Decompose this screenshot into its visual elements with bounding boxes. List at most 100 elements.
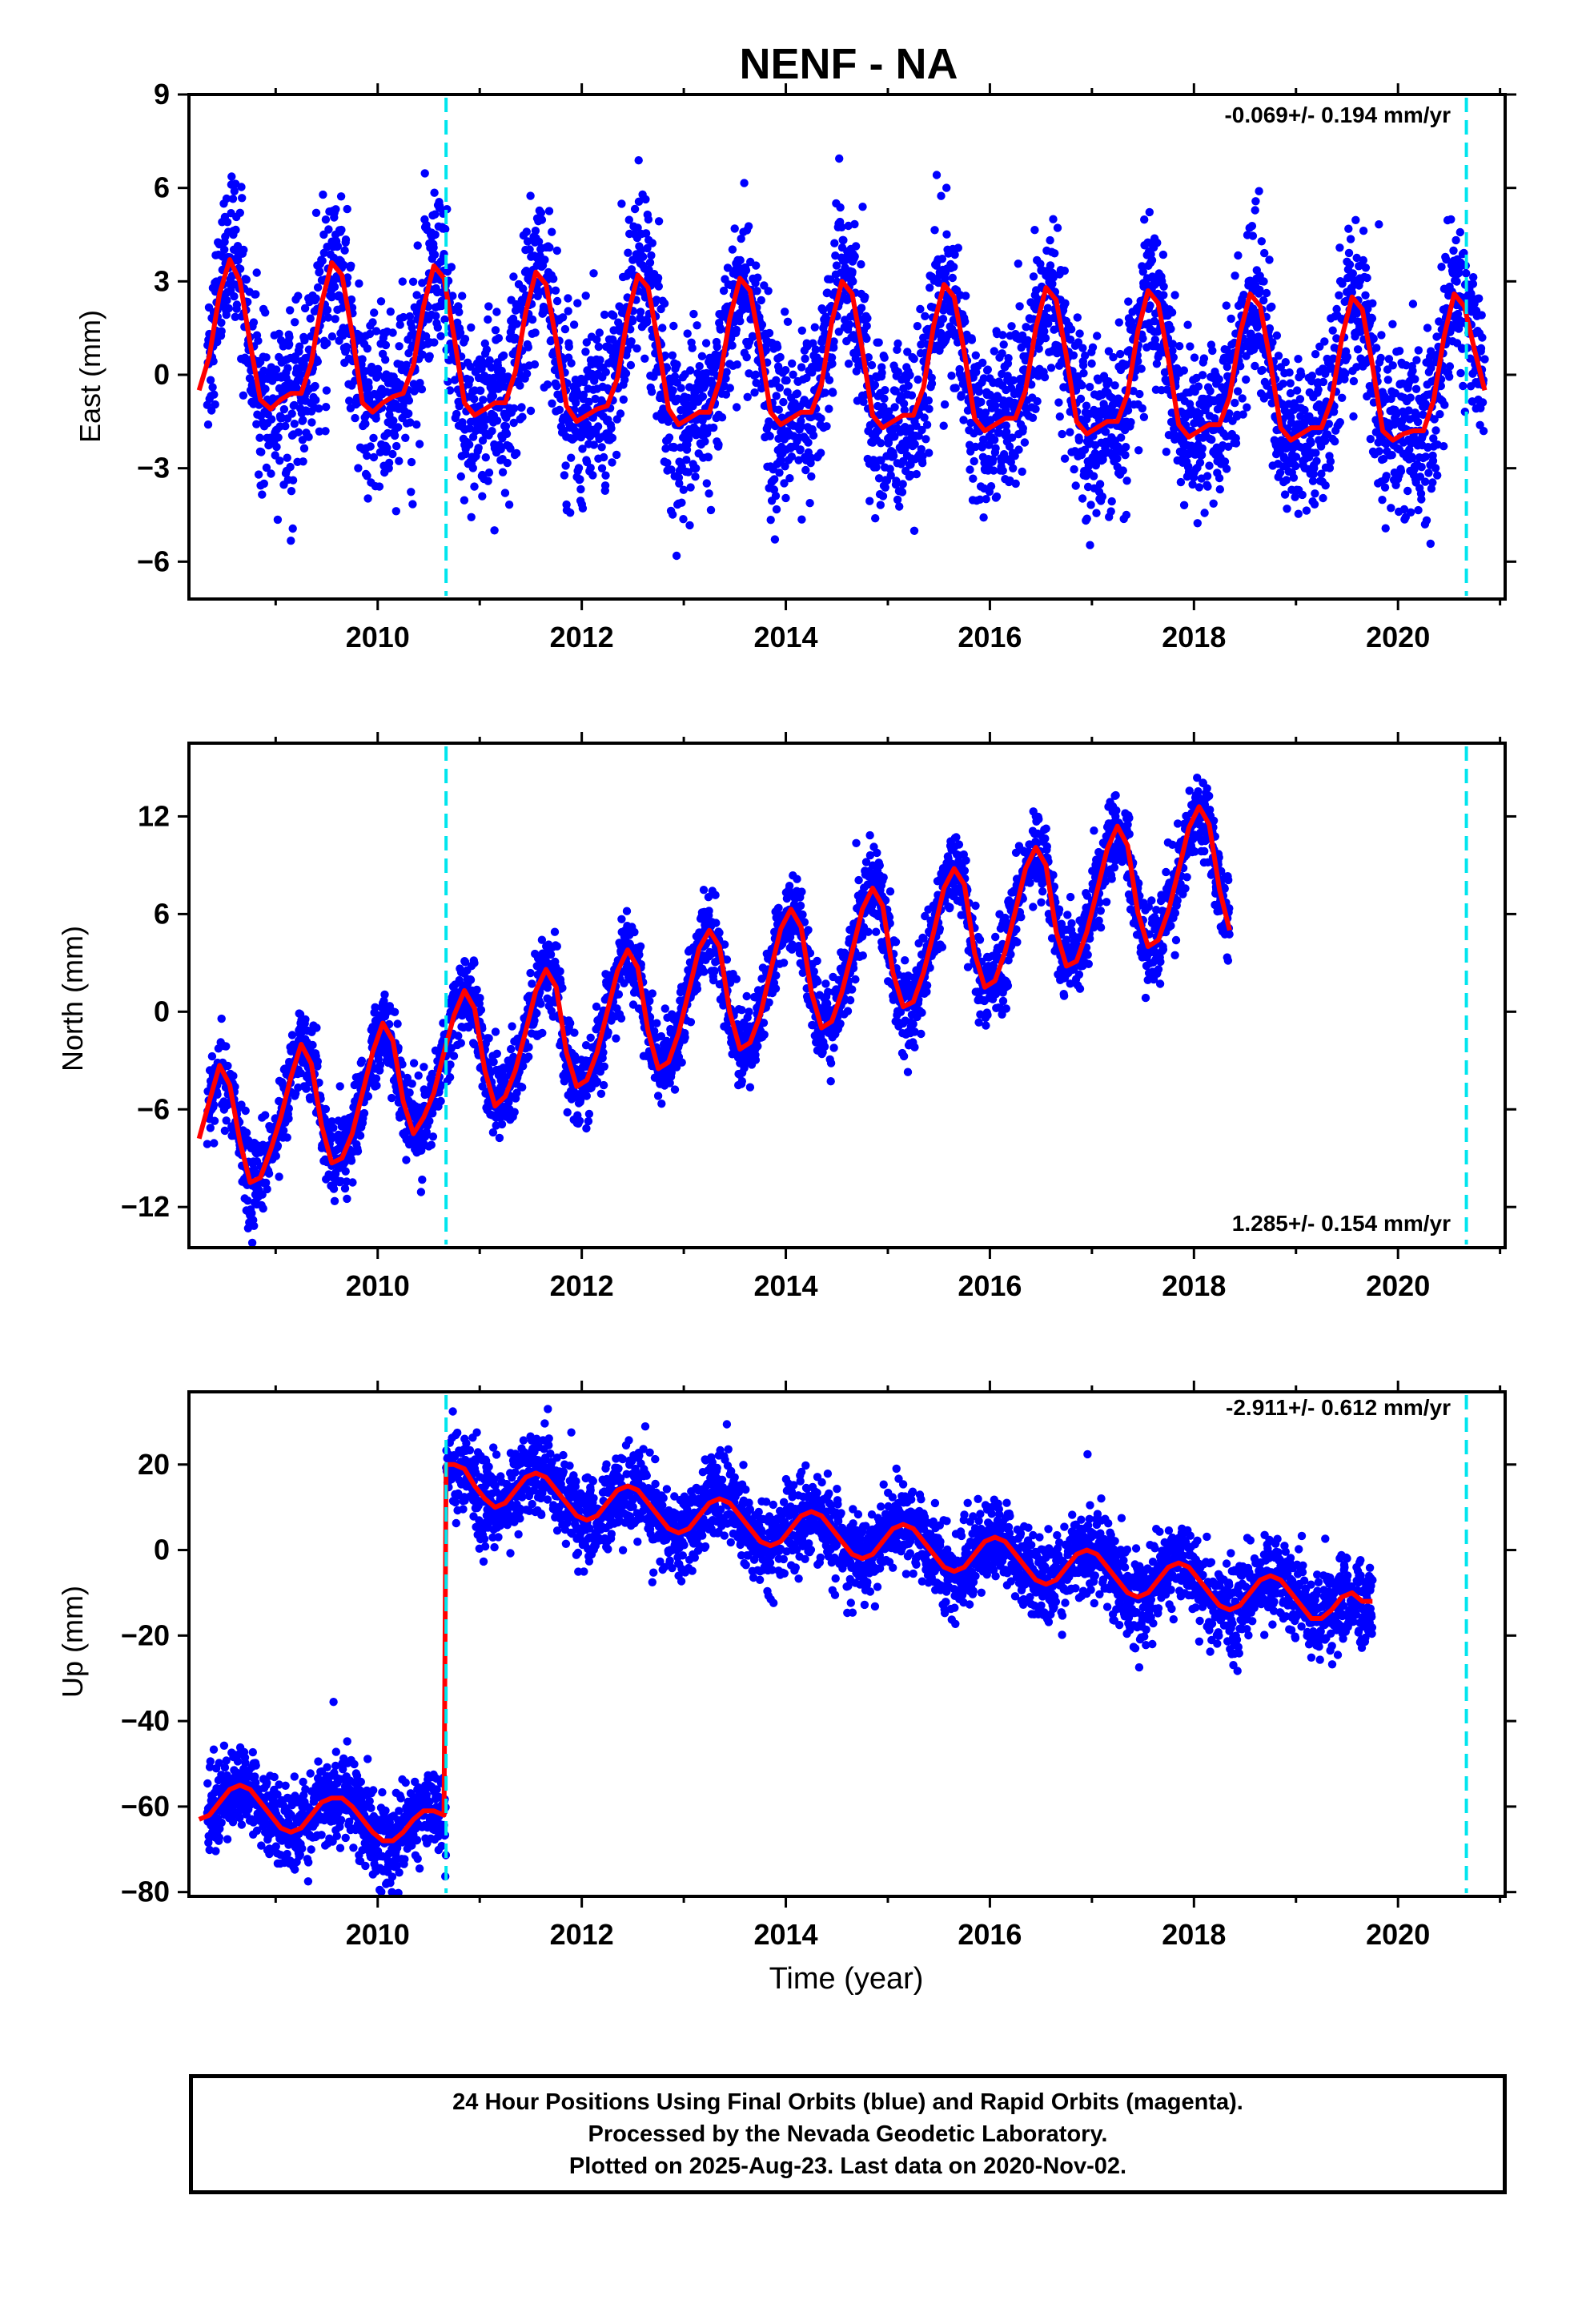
east-point [796,445,805,454]
east-point [1433,471,1442,480]
east-point [1429,434,1438,443]
east-point [1122,360,1130,369]
east-point [488,392,498,400]
east-point [1078,381,1086,390]
east-point [684,434,693,444]
east-point [793,389,802,398]
east-point [239,245,248,255]
north-point [207,1051,217,1061]
east-data-points [203,154,1489,561]
east-point [1324,420,1334,428]
north-point [341,1167,350,1176]
east-point [231,312,239,321]
east-point [322,386,331,395]
east-point [595,328,604,337]
east-point [1387,451,1396,460]
east-point [1255,187,1263,195]
east-point [450,376,460,384]
east-point [560,471,569,480]
north-point [203,1140,212,1148]
east-point [258,490,267,499]
east-point [1456,227,1465,237]
east-point [686,483,695,492]
east-point [1248,231,1258,240]
east-point [1208,346,1217,356]
east-point [430,250,440,259]
east-point [839,235,848,245]
east-point [267,469,275,478]
east-point [1335,243,1344,252]
east-point [468,464,477,472]
east-ytick-label: −3 [137,452,170,485]
east-point [834,328,844,336]
east-point [1106,507,1115,516]
east-point [677,498,686,507]
east-point [917,340,926,349]
east-point [942,183,951,192]
east-xtick-label: 2014 [753,621,817,653]
east-point [242,275,251,284]
east-point [716,325,725,334]
east-point [531,328,540,337]
east-point [1124,297,1133,306]
east-point [407,488,416,497]
east-point [850,252,859,261]
east-point [1267,302,1276,312]
east-point [294,428,303,436]
east-point [677,384,685,392]
east-point [1104,377,1113,386]
east-point [818,306,828,315]
east-point [525,245,534,254]
east-point [1456,368,1465,378]
east-point [705,489,713,498]
east-y-axis-label: East (mm) [74,310,106,443]
east-point [1206,387,1215,396]
east-point [630,204,640,214]
east-point [1286,388,1295,398]
east-point [1134,356,1142,366]
east-point [1153,239,1162,247]
east-point [1262,288,1271,298]
east-point [1087,359,1096,368]
east-point [1170,291,1179,300]
east-point [1239,410,1247,419]
east-point [497,366,506,376]
north-point [335,1082,344,1091]
east-point [682,456,691,464]
east-point [1317,469,1326,478]
east-point [937,191,946,200]
east-point [1251,206,1259,215]
east-point [569,320,579,329]
east-point [608,458,616,467]
east-point [653,273,663,283]
east-point [1220,457,1230,466]
east-point [1280,490,1290,499]
east-point [857,304,866,312]
east-point [306,314,315,323]
east-point [1046,261,1055,270]
east-point [898,480,907,489]
east-point [415,440,424,448]
east-point [581,292,590,300]
east-point [862,334,871,344]
east-point [1331,437,1339,446]
east-point [1234,251,1243,260]
east-point [484,468,494,477]
east-point [1033,396,1042,406]
east-point [642,318,652,327]
east-point [1071,481,1080,490]
east-point [1422,516,1431,525]
east-point [954,243,963,252]
east-point [552,246,561,255]
east-point [752,378,761,388]
east-point [1359,255,1368,265]
east-ytick-label: 9 [154,78,170,111]
east-point [1297,370,1306,380]
east-point [1075,329,1084,338]
east-point [429,243,438,252]
east-point [1442,255,1451,264]
north-point [247,1208,256,1218]
east-point [467,513,476,521]
east-point [1332,334,1341,343]
east-point [679,485,688,494]
